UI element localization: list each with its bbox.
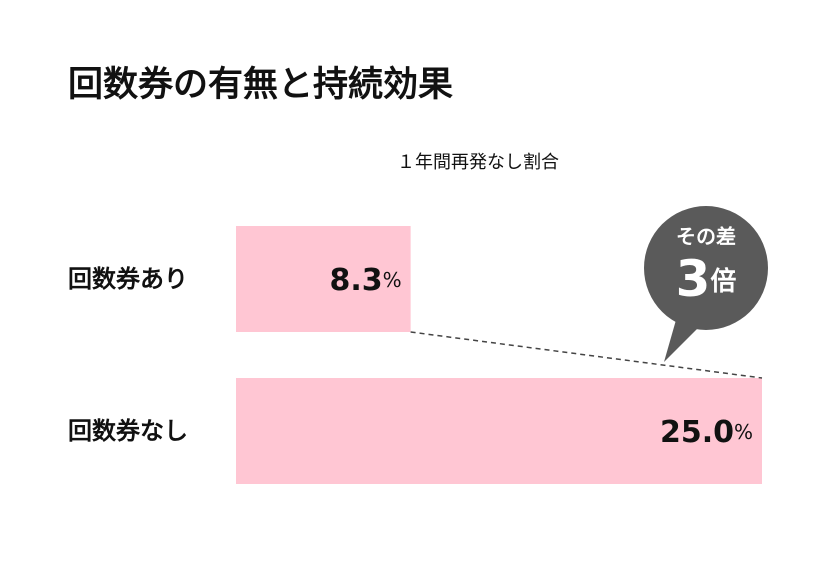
category-label: 回数券あり — [68, 265, 188, 293]
chart-subtitle: １年間再発なし割合 — [397, 152, 559, 173]
callout-value: 3倍 — [676, 250, 737, 308]
callout-bubble — [644, 206, 768, 330]
bar — [236, 378, 762, 484]
category-label: 回数券なし — [68, 417, 188, 445]
callout — [644, 206, 768, 362]
callout-tail — [664, 320, 700, 362]
callout-label: その差 — [676, 225, 736, 249]
value-label: 8.3% — [329, 263, 401, 298]
value-label: 25.0% — [660, 415, 753, 450]
bar — [236, 226, 411, 332]
chart-title: 回数券の有無と持続効果 — [68, 65, 453, 105]
connector-line — [410, 331, 763, 379]
